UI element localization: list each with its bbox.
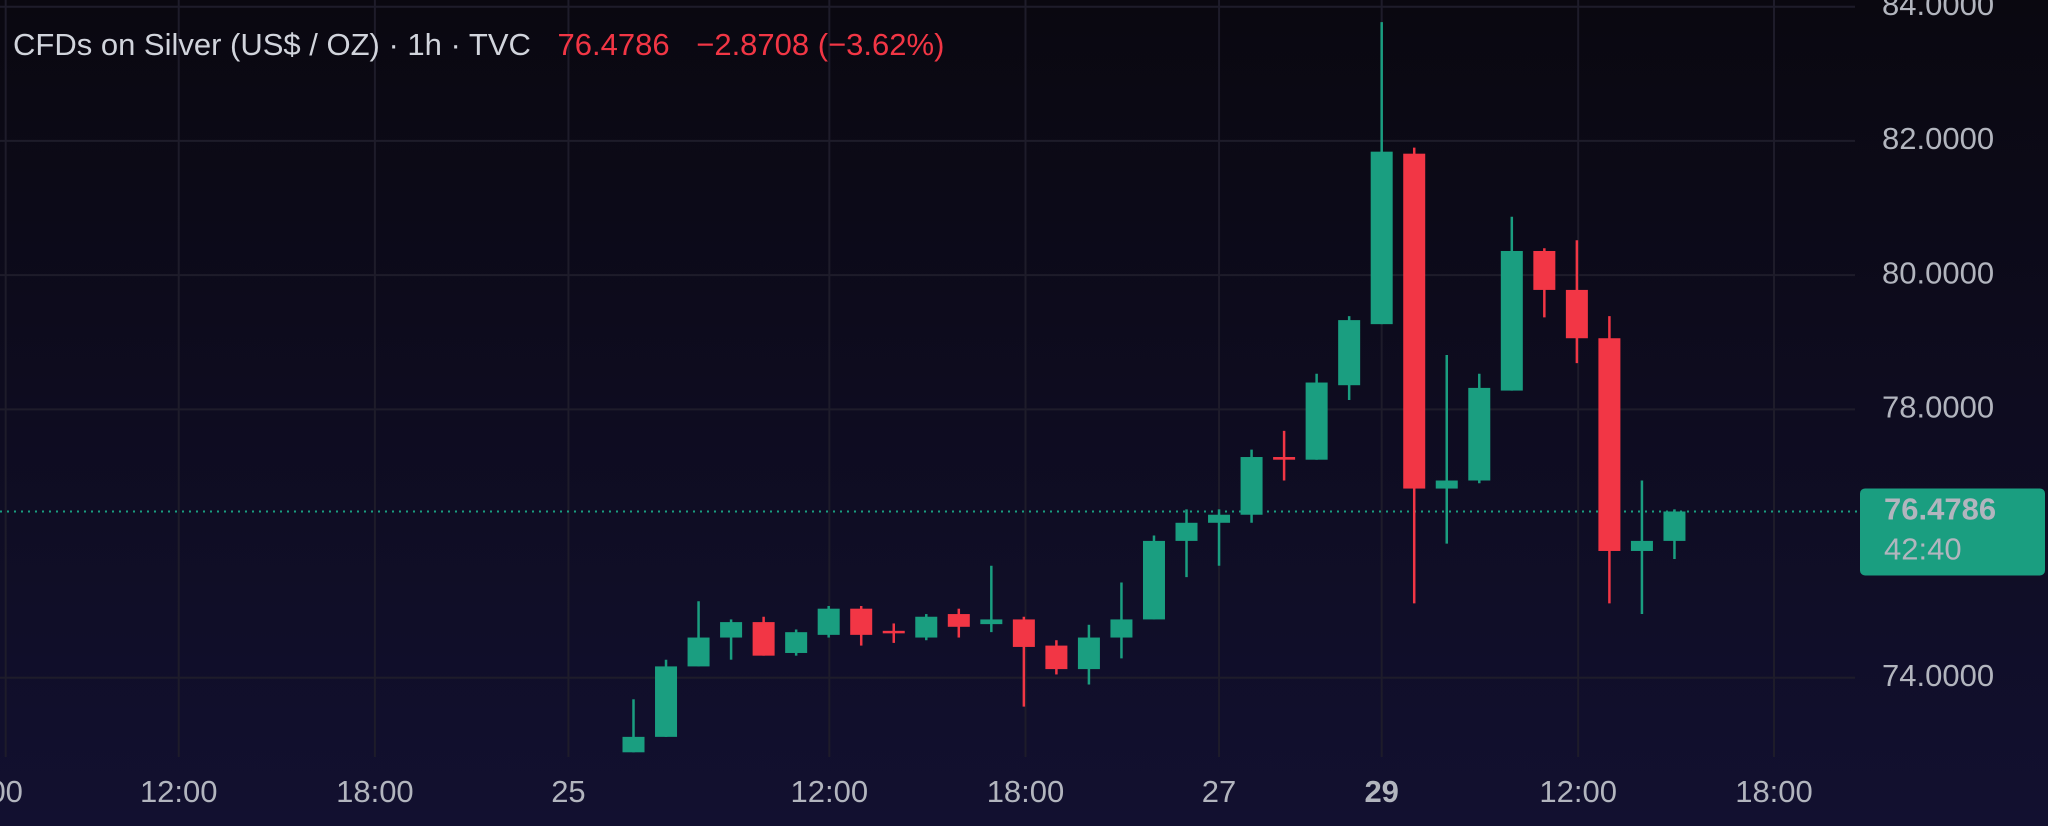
- price-change: −2.8708 (−3.62%): [696, 27, 944, 62]
- candle-body: [1240, 457, 1263, 515]
- badge-countdown: 42:40: [1884, 532, 1962, 567]
- candle-body: [850, 608, 873, 635]
- candle-body: [785, 632, 808, 653]
- candle-body: [720, 622, 743, 638]
- axes: 74.0000 78.0000 80.0000 82.0000 84.0000 00 12:…: [0, 0, 2045, 809]
- candle-body: [1045, 645, 1068, 670]
- y-tick-label: 80.0000: [1882, 255, 1994, 290]
- x-tick-label: 25: [551, 774, 585, 809]
- price-badge: [1860, 488, 2045, 576]
- symbol-title: CFDs on Silver (US$ / OZ) · 1h · TVC: [13, 27, 531, 62]
- x-tick-label: 27: [1202, 774, 1236, 809]
- candle-body: [752, 622, 775, 656]
- x-tick-label: 29: [1364, 774, 1398, 809]
- candle-body: [1435, 480, 1458, 489]
- candle-body: [947, 614, 970, 627]
- candle-body: [622, 736, 645, 753]
- candle-body: [655, 666, 678, 737]
- candle-body: [1370, 151, 1393, 325]
- candle-body: [687, 637, 710, 667]
- x-tick-label: 12:00: [1539, 774, 1617, 809]
- candle-body: [1338, 320, 1361, 386]
- candle-body: [1403, 153, 1426, 489]
- candle-body: [1012, 619, 1035, 647]
- candle-body: [980, 619, 1003, 625]
- candle-body: [817, 608, 840, 635]
- candle-body: [1273, 457, 1296, 460]
- x-tick-label: 18:00: [1735, 774, 1813, 809]
- plot: [622, 22, 1686, 753]
- y-tick-label: 74.0000: [1882, 658, 1994, 693]
- x-tick-label: 12:00: [140, 774, 218, 809]
- candle-body: [1565, 289, 1588, 339]
- candle-body: [1630, 540, 1653, 551]
- candle-body: [1175, 522, 1198, 541]
- y-tick-label: 82.0000: [1882, 121, 1994, 156]
- candle-body: [1663, 511, 1686, 541]
- x-tick-label: 12:00: [791, 774, 869, 809]
- x-tick-label: 18:00: [987, 774, 1065, 809]
- candle-body: [1110, 619, 1133, 638]
- header: CFDs on Silver (US$ / OZ) · 1h · TVC 76.…: [13, 27, 944, 62]
- x-tick-label: 18:00: [336, 774, 414, 809]
- candle-body: [1533, 250, 1556, 290]
- last-price: 76.4786: [558, 27, 670, 62]
- candle-body: [1077, 637, 1100, 670]
- candle-body: [1142, 540, 1165, 620]
- candle-body: [1598, 338, 1621, 551]
- candle-body: [1468, 387, 1491, 481]
- candle-body: [1305, 382, 1328, 460]
- candle-body: [1500, 250, 1523, 391]
- candle-body: [915, 616, 938, 638]
- y-tick-label: 78.0000: [1882, 390, 1994, 425]
- y-tick-label: 84.0000: [1882, 0, 1994, 22]
- badge-price: 76.4786: [1884, 492, 1996, 527]
- x-tick-label: 00: [0, 774, 23, 809]
- candle-body: [1208, 514, 1231, 523]
- candle-body: [882, 630, 905, 634]
